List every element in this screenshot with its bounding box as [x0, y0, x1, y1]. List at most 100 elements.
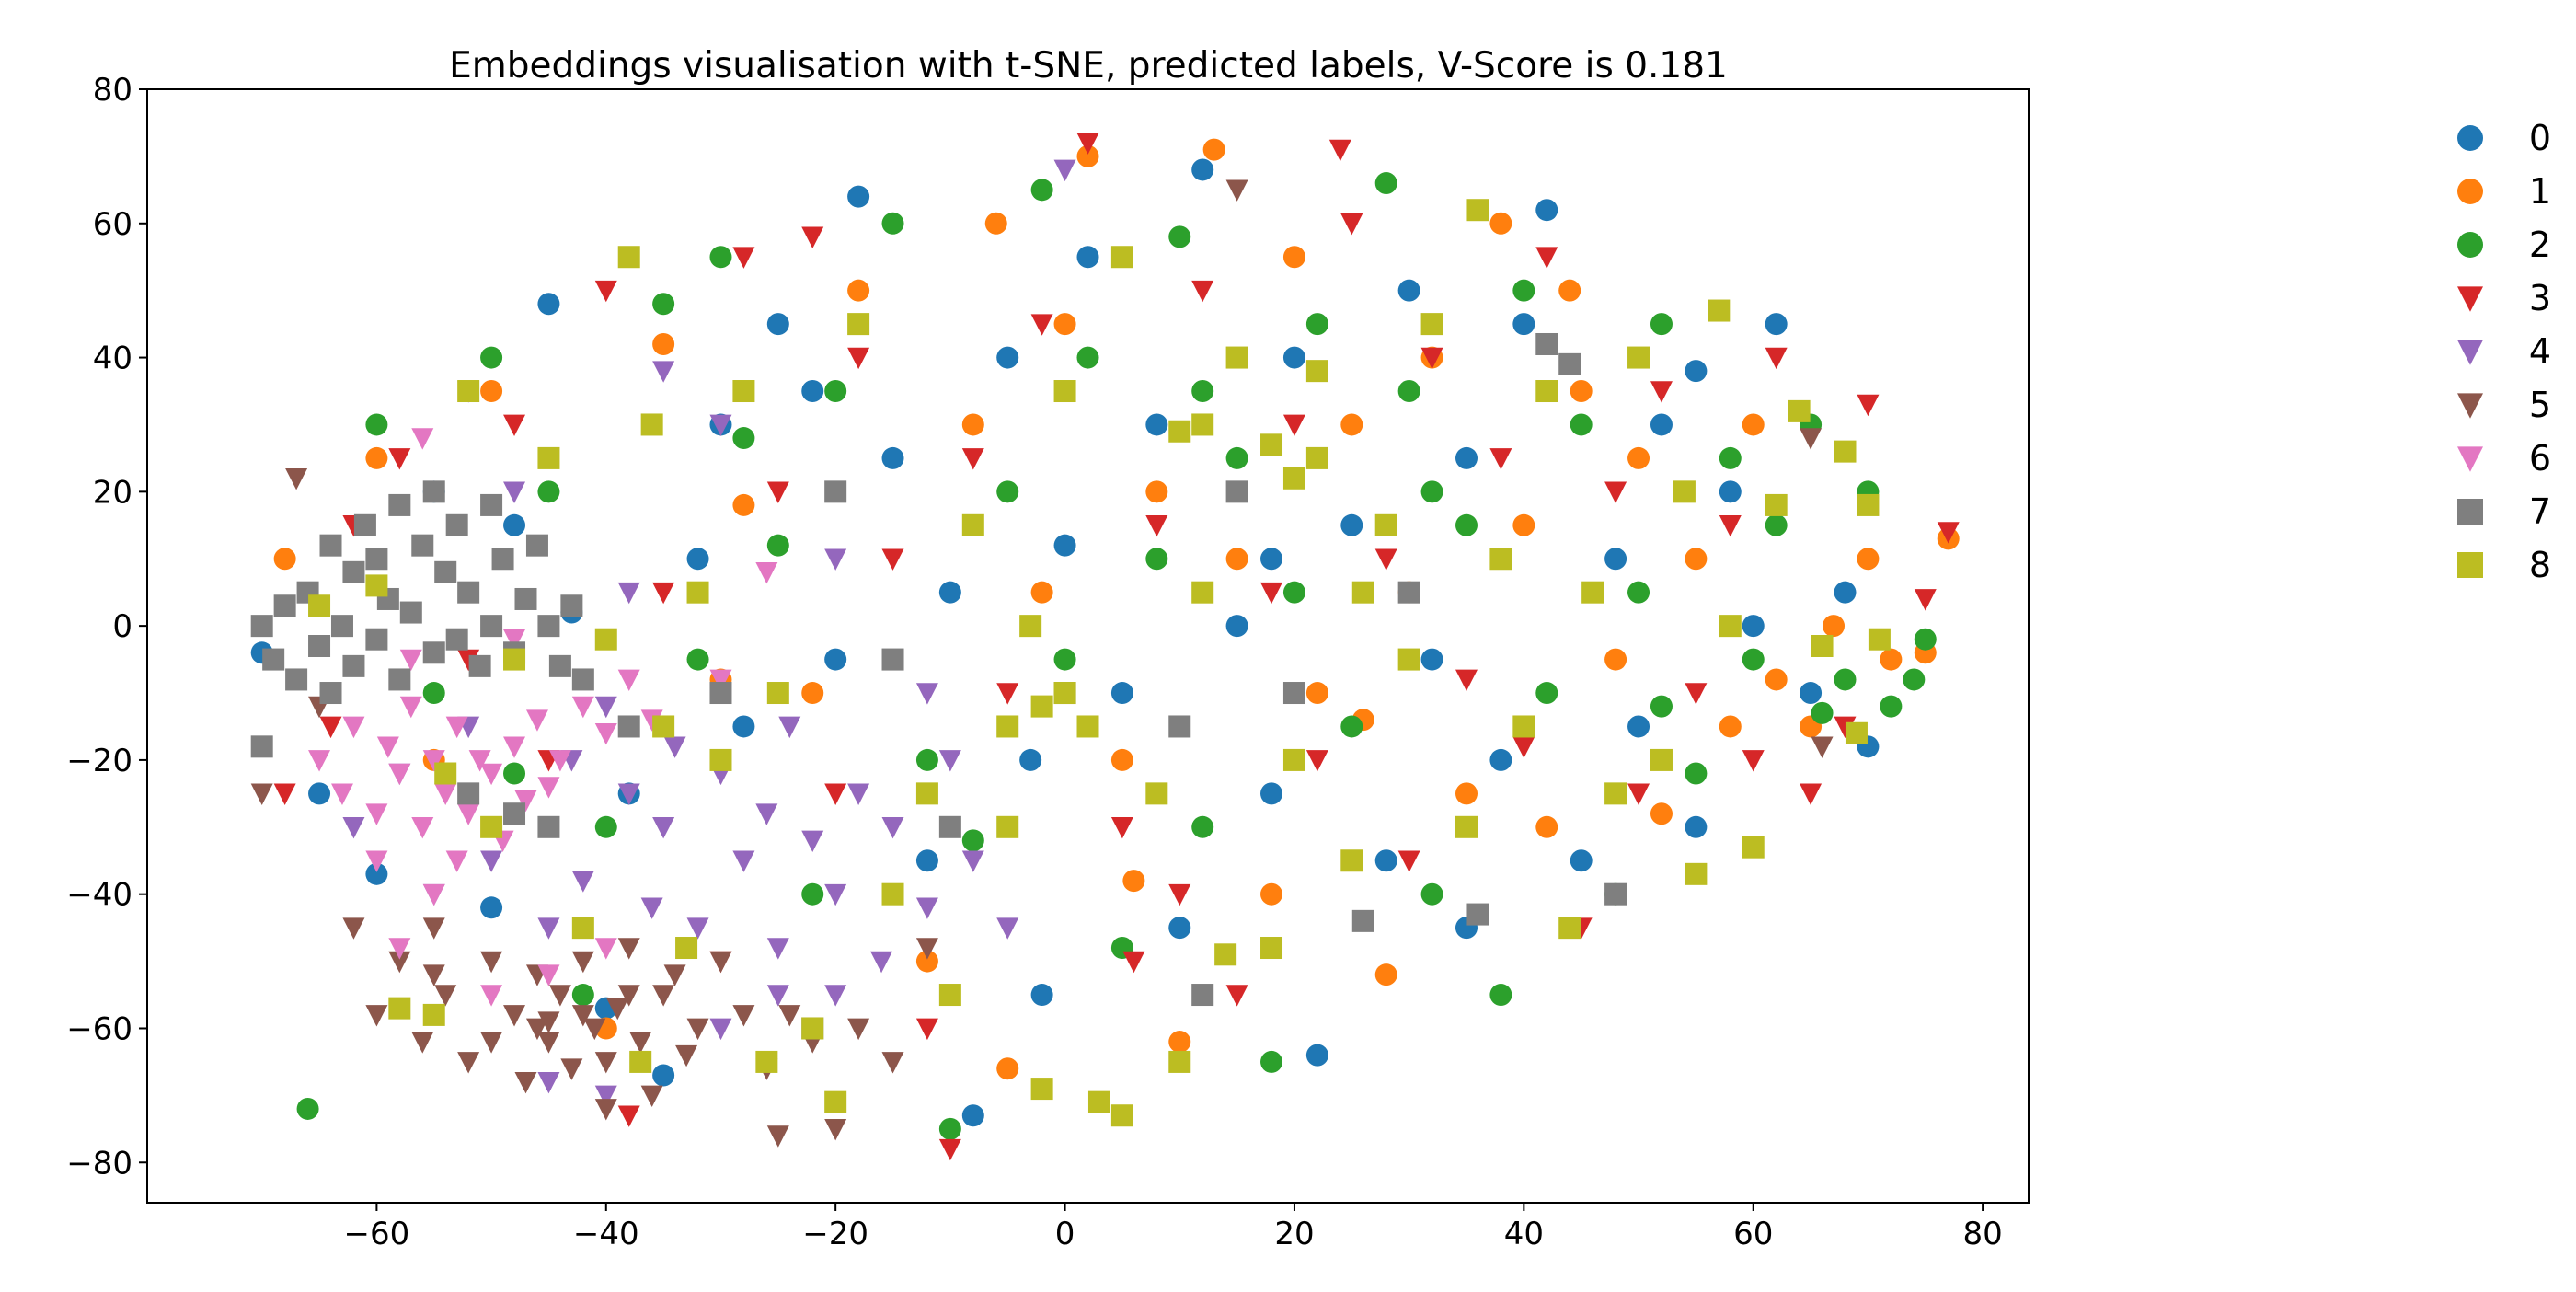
point-series-2	[1397, 380, 1420, 403]
point-series-2	[571, 984, 594, 1007]
point-series-7	[548, 654, 571, 677]
point-series-8	[1834, 440, 1857, 463]
point-series-1	[1535, 815, 1558, 838]
point-series-4	[503, 481, 526, 503]
point-series-1	[961, 413, 984, 436]
point-series-3	[457, 649, 480, 672]
point-series-7	[250, 615, 273, 638]
point-series-5	[847, 1018, 870, 1041]
point-series-7	[537, 615, 560, 638]
point-series-7	[1351, 909, 1374, 932]
point-series-0	[1742, 615, 1765, 638]
point-series-0	[1168, 917, 1191, 940]
point-series-0	[503, 513, 526, 536]
point-series-3	[732, 247, 755, 269]
point-series-3	[1937, 522, 1960, 544]
point-series-4	[915, 683, 938, 705]
point-series-2	[594, 815, 617, 838]
point-series-5	[881, 1052, 904, 1074]
point-series-7	[330, 615, 353, 638]
point-series-2	[1880, 695, 1903, 718]
point-series-1	[915, 950, 938, 973]
point-series-7	[1168, 715, 1191, 738]
point-series-1	[1122, 870, 1145, 893]
point-series-6	[503, 736, 526, 758]
y-tick-label: −20	[66, 743, 132, 779]
point-series-3	[1742, 750, 1765, 772]
point-series-7	[537, 815, 560, 838]
point-series-0	[1030, 984, 1053, 1007]
point-series-1	[1604, 648, 1627, 671]
point-series-8	[1374, 513, 1397, 536]
point-series-6	[480, 985, 503, 1007]
point-series-8	[617, 246, 640, 269]
point-series-1	[732, 493, 755, 516]
point-series-6	[308, 750, 331, 772]
point-series-8	[1260, 937, 1283, 960]
point-series-8	[1581, 581, 1604, 604]
point-series-8	[434, 762, 457, 785]
point-series-0	[1834, 581, 1857, 604]
point-series-8	[1030, 1078, 1053, 1101]
point-series-4	[594, 1085, 617, 1107]
y-tick-label: −80	[66, 1145, 132, 1182]
point-series-7	[938, 815, 961, 838]
point-series-3	[1282, 414, 1305, 437]
point-series-6	[571, 696, 594, 719]
point-series-7	[491, 548, 514, 571]
point-series-4	[881, 817, 904, 839]
point-series-3	[824, 783, 847, 805]
point-series-3	[996, 683, 1019, 705]
point-series-6	[376, 736, 399, 758]
point-series-4	[755, 803, 778, 825]
point-series-8	[1053, 682, 1076, 705]
point-series-8	[1110, 246, 1133, 269]
point-series-5	[824, 1119, 847, 1141]
point-series-1	[1512, 513, 1535, 536]
point-series-4	[1053, 159, 1076, 182]
point-series-5	[640, 1085, 663, 1107]
point-series-8	[629, 1050, 652, 1073]
point-series-6	[755, 562, 778, 584]
point-series-4	[537, 1071, 560, 1094]
point-series-8	[915, 782, 938, 805]
point-series-3	[1076, 133, 1099, 155]
point-series-0	[1374, 849, 1397, 872]
point-series-3	[1030, 314, 1053, 336]
point-series-3	[1122, 951, 1145, 974]
point-series-8	[1087, 1090, 1110, 1113]
point-series-2	[1420, 480, 1443, 503]
point-series-6	[422, 750, 445, 772]
point-series-0	[308, 782, 331, 805]
y-axis: −80 −60 −40 −20 0 20 40 60 80	[66, 72, 147, 1182]
point-series-8	[996, 815, 1019, 838]
legend: 0 1 2 3 4 5 6 7 8	[2457, 118, 2551, 585]
point-series-7	[709, 682, 732, 705]
point-series-0	[1076, 246, 1099, 269]
point-series-0	[1340, 513, 1363, 536]
point-series-8	[732, 380, 755, 403]
point-series-0	[1260, 548, 1283, 571]
point-series-2	[1765, 513, 1788, 536]
point-series-8	[996, 715, 1019, 738]
point-series-5	[503, 1005, 526, 1027]
y-tick-label: 0	[112, 608, 132, 645]
point-series-8	[594, 628, 617, 651]
point-series-8	[1305, 446, 1328, 469]
point-series-1	[1489, 212, 1512, 235]
point-series-6	[457, 803, 480, 825]
point-series-2	[915, 748, 938, 771]
point-series-8	[881, 882, 904, 906]
point-series-3	[1168, 883, 1191, 906]
point-series-8	[1742, 836, 1765, 859]
legend-label-2: 2	[2529, 225, 2551, 265]
point-series-7	[434, 560, 457, 583]
point-series-7	[503, 802, 526, 825]
point-series-1	[1260, 882, 1283, 906]
point-series-8	[1282, 748, 1305, 771]
point-series-6	[434, 783, 457, 805]
point-series-5	[617, 985, 640, 1007]
legend-marker-4	[2457, 340, 2483, 365]
point-series-0	[961, 1104, 984, 1127]
point-series-6	[411, 817, 434, 839]
